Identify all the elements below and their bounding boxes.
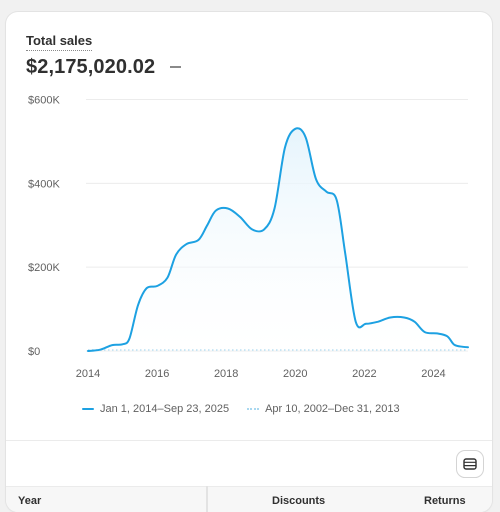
metric-value: $2,175,020.02: [26, 56, 156, 78]
y-tick-label: $0: [28, 346, 40, 358]
column-header-returns[interactable]: Returns: [424, 495, 466, 507]
metric-delta-dash: [170, 66, 181, 68]
metric-title[interactable]: Total sales: [26, 33, 93, 51]
legend-item-comparison[interactable]: Apr 10, 2002–Dec 31, 2013: [247, 403, 400, 415]
legend-swatch-solid: [82, 408, 94, 410]
x-tick-label: 2024: [421, 368, 445, 380]
legend-label-comparison: Apr 10, 2002–Dec 31, 2013: [265, 403, 400, 415]
x-tick-label: 2016: [145, 368, 169, 380]
column-divider: [206, 486, 208, 512]
y-tick-label: $400K: [28, 178, 60, 190]
series-current-area: [88, 128, 468, 351]
legend-label-current: Jan 1, 2014–Sep 23, 2025: [100, 403, 230, 415]
sales-chart[interactable]: $0 $200K $400K $600K 2014 2016 2018 2020 2022 202…: [6, 12, 492, 392]
series-current-line: [87, 127, 469, 352]
legend-swatch-dotted: [247, 408, 260, 410]
column-header-discounts[interactable]: Discounts: [272, 495, 326, 507]
table-icon: [463, 458, 477, 470]
x-tick-label: 2018: [214, 368, 238, 380]
x-tick-label: 2020: [283, 368, 307, 380]
y-tick-label: $200K: [28, 262, 60, 274]
y-tick-label: $600K: [28, 95, 60, 107]
x-tick-label: 2022: [352, 368, 376, 380]
table-toggle-button[interactable]: [457, 451, 483, 477]
chart-legend: Jan 1, 2014–Sep 23, 2025 Apr 10, 2002–De…: [82, 403, 418, 415]
sales-card: Total sales $2,175,020.02 $0 $200K $400K $6…: [6, 12, 492, 512]
x-tick-label: 2014: [76, 368, 100, 380]
legend-item-current[interactable]: Jan 1, 2014–Sep 23, 2025: [82, 403, 229, 415]
card-divider: [6, 440, 492, 441]
column-header-year[interactable]: Year: [18, 495, 42, 507]
table-header-row: [6, 486, 492, 512]
